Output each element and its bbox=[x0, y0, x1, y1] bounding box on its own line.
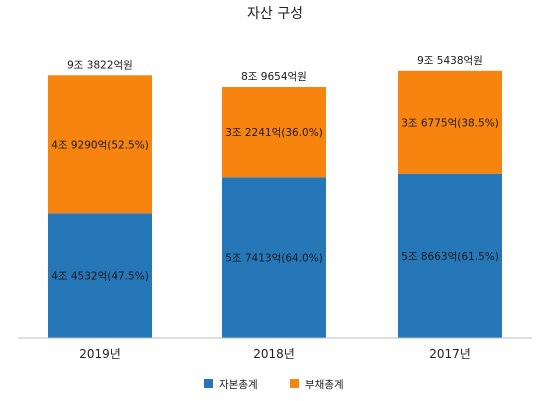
data-label-liabilities-3: 3조 6775억(38.5%) bbox=[401, 117, 499, 129]
data-label-equity-2: 5조 7413억(64.0%) bbox=[225, 253, 323, 265]
bar-segment-liabilities-3 bbox=[398, 70, 502, 174]
chart-title: 자산 구성 bbox=[247, 6, 303, 22]
bar-segment-equity-1 bbox=[48, 213, 152, 338]
category-label-1: 2019년 bbox=[79, 347, 121, 361]
total-label-3: 9조 5438억원 bbox=[417, 55, 483, 67]
plot-area: 4조 4532억(47.5%) 4조 9290억(52.5%) 9조 3822억원 2… bbox=[48, 55, 502, 361]
category-label-3: 2017년 bbox=[429, 347, 471, 361]
legend-swatch-equity bbox=[204, 379, 213, 388]
bar-segment-equity-3 bbox=[398, 173, 502, 338]
total-label-1: 9조 3822억원 bbox=[67, 59, 133, 71]
legend-swatch-liabilities bbox=[290, 379, 299, 388]
data-label-liabilities-2: 3조 2241억(36.0%) bbox=[225, 127, 323, 139]
data-label-equity-1: 4조 4532억(47.5%) bbox=[51, 271, 149, 283]
bar-segment-equity-2 bbox=[222, 177, 326, 338]
data-label-liabilities-1: 4조 9290억(52.5%) bbox=[51, 139, 149, 151]
bar-segment-liabilities-1 bbox=[48, 75, 152, 214]
legend-label-liabilities: 부채총계 bbox=[305, 379, 344, 391]
legend: 자본총계 부채총계 bbox=[204, 379, 344, 391]
data-label-equity-3: 5조 8663억(61.5%) bbox=[401, 251, 499, 263]
category-label-2: 2018년 bbox=[253, 347, 295, 361]
bar-segment-liabilities-2 bbox=[222, 86, 326, 178]
legend-label-equity: 자본총계 bbox=[219, 379, 258, 391]
total-label-2: 8조 9654억원 bbox=[241, 71, 307, 83]
